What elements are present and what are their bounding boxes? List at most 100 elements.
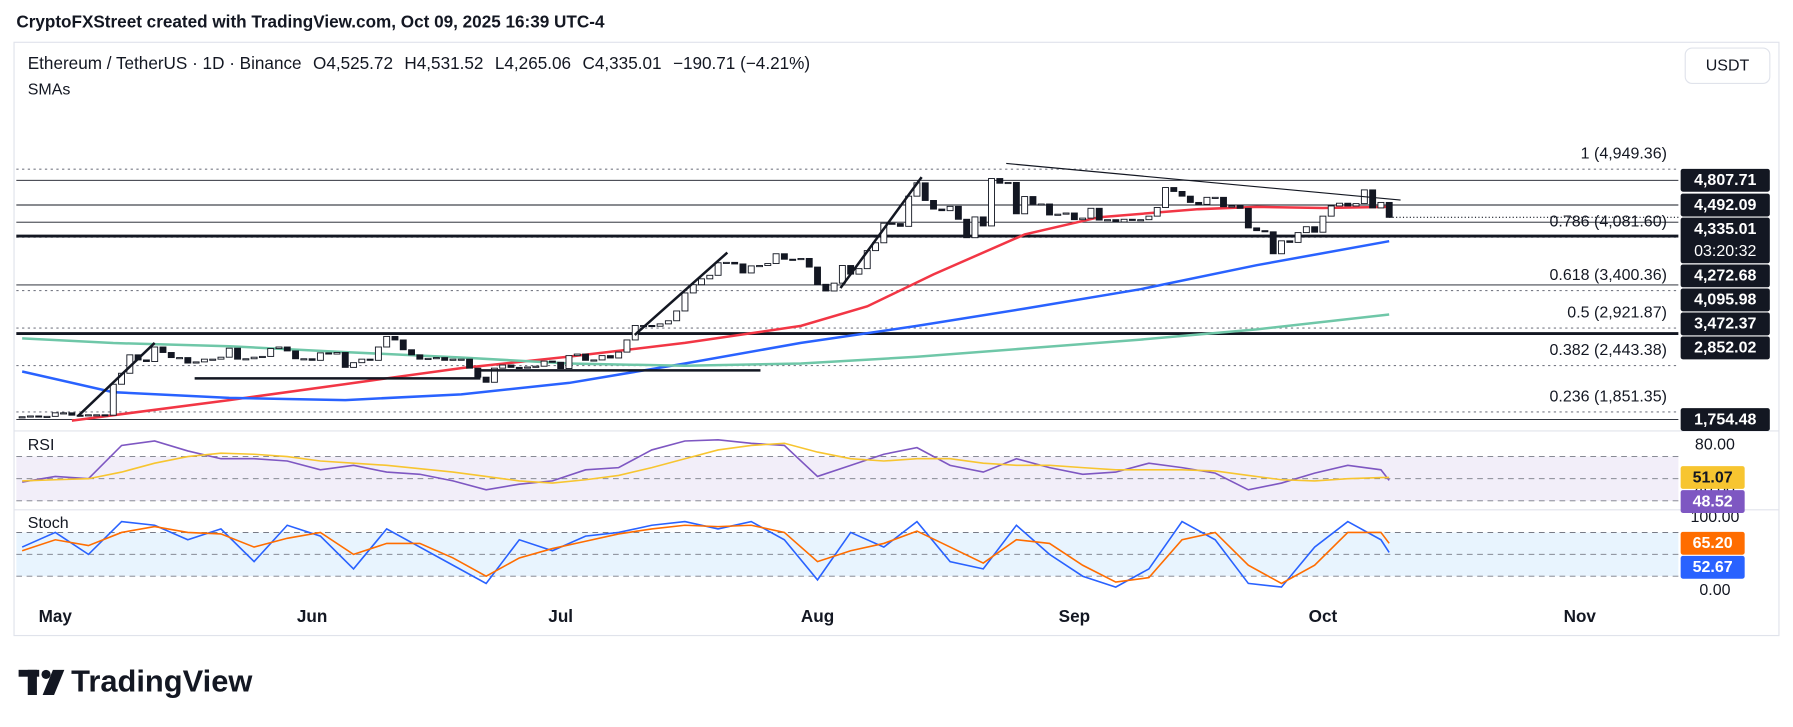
indicator-tag xyxy=(1680,490,1745,513)
candle xyxy=(1352,203,1360,207)
indicator-tag-label: 52.67 xyxy=(1693,559,1733,576)
candle xyxy=(756,265,763,268)
candle xyxy=(1137,219,1145,222)
candle xyxy=(681,292,689,312)
candle xyxy=(176,357,183,360)
candle xyxy=(996,178,1004,184)
candle xyxy=(1004,181,1012,185)
candle xyxy=(325,352,333,355)
candle xyxy=(689,284,697,294)
candle xyxy=(267,348,275,357)
candle xyxy=(242,358,250,361)
candle xyxy=(1070,212,1078,221)
fib-label: 0.618 (3,400.36) xyxy=(1550,267,1667,284)
candle xyxy=(789,258,797,261)
candle xyxy=(200,358,208,363)
candle xyxy=(1211,196,1219,199)
candle xyxy=(648,324,656,328)
price-tag-label: 4,807.71 xyxy=(1694,172,1756,189)
candle xyxy=(1220,196,1227,208)
candle xyxy=(673,310,681,322)
symbol: Ethereum / TetherUS · 1D · Binance xyxy=(28,53,302,73)
indicator-band xyxy=(16,456,1679,501)
brand-logo xyxy=(18,669,65,695)
candle xyxy=(797,258,805,261)
candle xyxy=(60,412,67,415)
sma-line xyxy=(22,313,1390,368)
candle xyxy=(341,352,349,368)
candle xyxy=(490,367,498,383)
countdown: 03:20:32 xyxy=(1694,243,1756,260)
candle xyxy=(292,350,299,360)
close: C4,335.01 xyxy=(582,53,661,73)
candle xyxy=(921,182,929,201)
candle xyxy=(1327,205,1335,217)
price-tag xyxy=(1680,288,1770,312)
candle xyxy=(896,223,904,227)
candle xyxy=(308,358,316,361)
last-price-label: 4,335.01 xyxy=(1694,221,1756,238)
candle xyxy=(1195,201,1203,205)
labels-layer: 1 (4,949.36) 0.786 (4,081.60) 0.618 (3,400… xyxy=(28,146,1770,626)
candle xyxy=(159,346,167,353)
candle xyxy=(872,242,879,252)
candle xyxy=(1228,205,1236,208)
candle xyxy=(1278,240,1285,255)
candle xyxy=(1186,195,1194,203)
candle xyxy=(557,361,565,370)
candle xyxy=(358,358,366,364)
candle xyxy=(582,353,589,361)
indicator-band xyxy=(16,532,1679,577)
candle xyxy=(1178,191,1186,197)
candle xyxy=(18,416,26,419)
price-tag xyxy=(1680,408,1770,431)
x-tick-label: Sep xyxy=(1059,606,1090,626)
logo-part xyxy=(42,669,65,695)
price-tag-label: 2,852.02 xyxy=(1694,340,1756,357)
logo-part xyxy=(41,669,51,679)
candle xyxy=(167,352,175,359)
fib-label: 1 (4,949.36) xyxy=(1581,146,1667,163)
candle xyxy=(963,218,971,239)
indicator-tag-label: 48.52 xyxy=(1693,493,1733,510)
candle xyxy=(101,414,109,417)
currency-button[interactable] xyxy=(1684,47,1771,85)
candle xyxy=(598,355,606,361)
candle xyxy=(250,356,258,360)
candle xyxy=(217,356,225,360)
x-tick-label: May xyxy=(39,606,73,626)
candle xyxy=(51,412,59,417)
candle xyxy=(1079,217,1087,221)
candle xyxy=(905,195,913,227)
candle xyxy=(482,376,490,383)
indicator-tag xyxy=(1680,466,1745,489)
candle xyxy=(300,358,308,361)
currency-label[interactable]: USDT xyxy=(1706,58,1750,75)
candle xyxy=(507,364,515,368)
candle xyxy=(706,274,714,280)
y-tick-label: 0.00 xyxy=(1699,582,1730,599)
candle xyxy=(1294,232,1302,243)
fib-label: 0.5 (2,921.87) xyxy=(1567,304,1667,321)
candle xyxy=(424,357,432,360)
candle xyxy=(1236,205,1244,209)
brand-name: TradingView xyxy=(71,664,253,699)
indicator-tag xyxy=(1680,531,1745,555)
candle xyxy=(664,320,672,325)
candle xyxy=(822,283,830,292)
candle xyxy=(772,253,780,265)
candle xyxy=(1385,201,1393,218)
candle xyxy=(780,253,788,260)
candle xyxy=(565,355,573,370)
candle xyxy=(1046,203,1053,216)
candle xyxy=(1120,218,1128,223)
candle xyxy=(838,265,846,284)
candle xyxy=(946,205,954,212)
candle xyxy=(747,265,755,274)
candle xyxy=(109,383,117,416)
indicator-tag-label: 65.20 xyxy=(1693,535,1733,552)
candle xyxy=(84,414,92,417)
candle xyxy=(1344,202,1352,207)
candle xyxy=(1062,212,1070,215)
